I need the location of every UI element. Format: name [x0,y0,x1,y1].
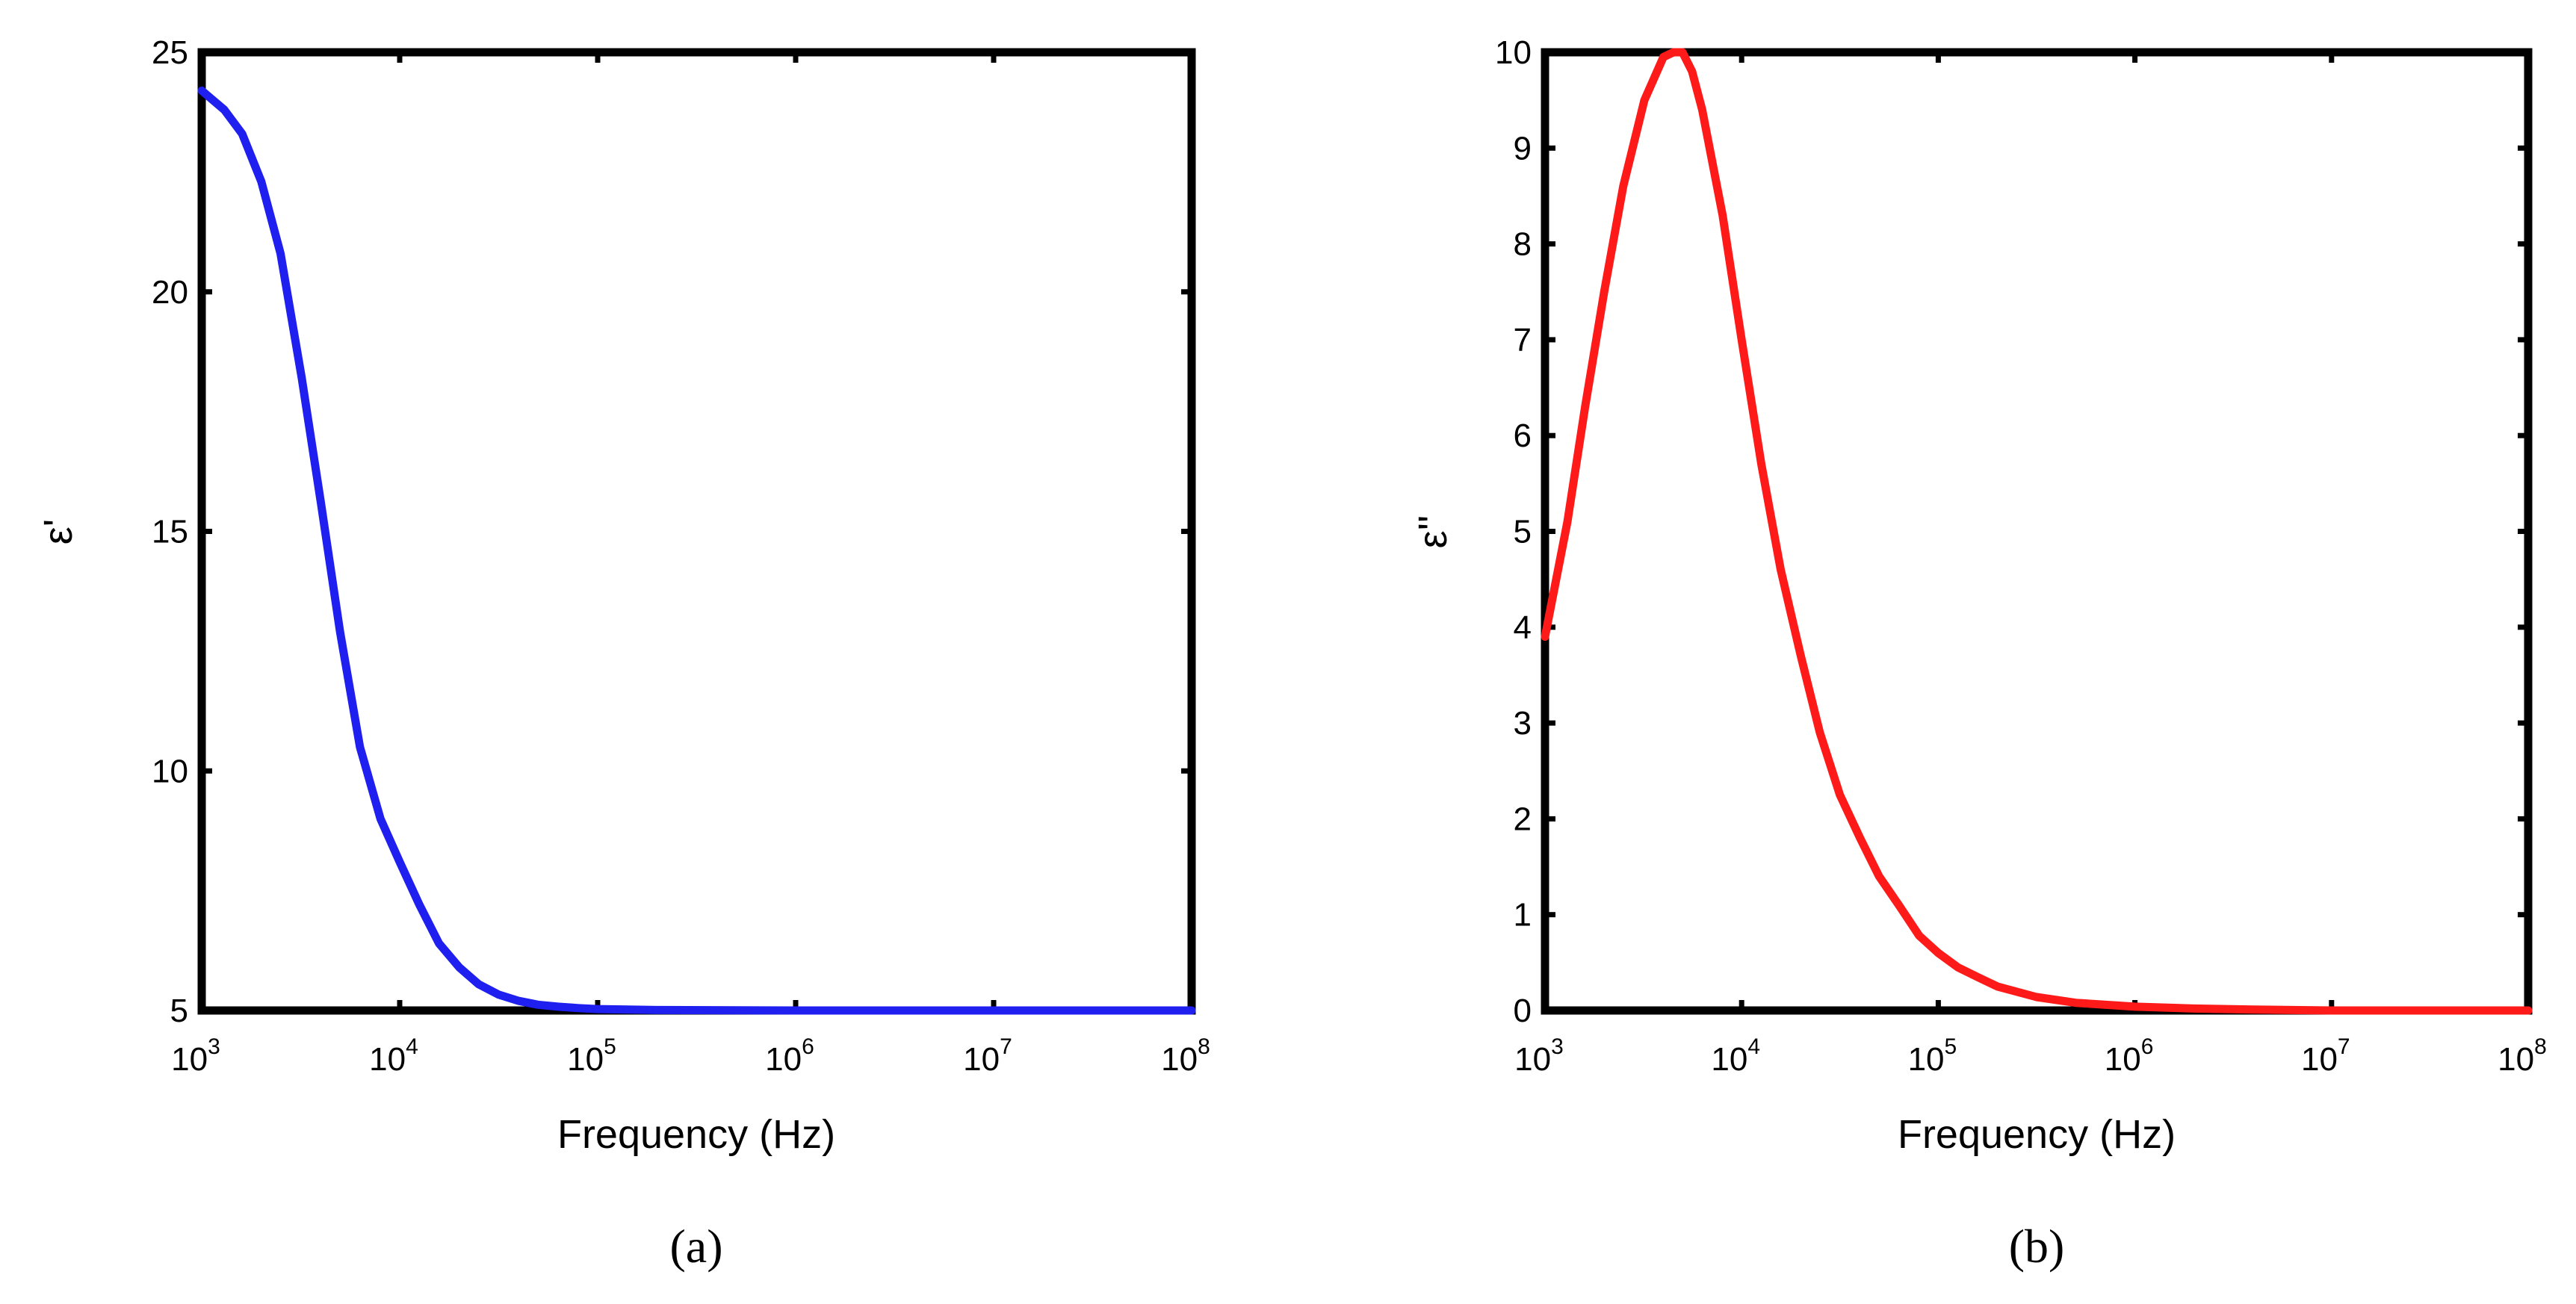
epsilon-prime-curve [197,86,1196,1015]
y-tick-label: 2 [1514,801,1532,837]
x-tick-labels-a: 103 104 105 106 107 108 [171,1034,1210,1078]
x-tick-label: 106 [765,1034,814,1078]
x-tick-label: 104 [369,1034,418,1078]
x-axis-title-a: Frequency (Hz) [557,1112,835,1157]
tick-marks-b [1542,49,2531,1013]
x-tick-labels-b: 103 104 105 106 107 108 [1514,1034,2547,1078]
panel-label-a: (a) [669,1220,722,1273]
y-tick-label: 20 [152,274,188,311]
x-tick-label: 105 [567,1034,616,1078]
y-tick-labels-a: 5 10 15 20 25 [152,34,188,1029]
panel-b: 103 104 105 106 107 108 0 1 2 3 4 5 6 7 8 9 10 Frequenc… [1411,34,2547,1273]
x-tick-label: 107 [2301,1034,2350,1078]
y-tick-label: 5 [1514,514,1532,550]
tick-marks-a [199,49,1195,1013]
x-tick-label: 108 [1161,1034,1210,1078]
panel-label-b: (b) [2009,1220,2065,1273]
y-axis-title-a: ε' [36,519,81,544]
y-tick-label: 8 [1514,226,1532,263]
y-tick-label: 4 [1514,609,1532,646]
y-tick-label: 5 [170,993,188,1029]
x-tick-label: 104 [1711,1034,1760,1078]
y-tick-label: 3 [1514,705,1532,742]
y-tick-label: 6 [1514,417,1532,454]
panel-a: 103 104 105 106 107 108 5 10 15 20 25 Frequency (… [36,34,1210,1273]
x-tick-label: 105 [1908,1034,1957,1078]
x-tick-label: 103 [171,1034,220,1078]
x-axis-title-b: Frequency (Hz) [1898,1112,2176,1157]
y-tick-label: 9 [1514,130,1532,167]
y-tick-label: 7 [1514,322,1532,358]
y-tick-label: 0 [1514,993,1532,1029]
plot-frame-a [197,48,1196,1015]
y-tick-label: 1 [1514,897,1532,934]
x-tick-label: 103 [1514,1034,1564,1078]
y-tick-label: 10 [1495,34,1532,71]
y-axis-title-b: ε'' [1411,515,1455,549]
x-tick-label: 108 [2498,1034,2547,1078]
x-tick-label: 106 [2105,1034,2154,1078]
plot-frame-b [1541,48,2533,1015]
x-tick-label: 107 [963,1034,1012,1078]
y-tick-label: 25 [152,34,188,71]
y-tick-labels-b: 0 1 2 3 4 5 6 7 8 9 10 [1495,34,1532,1029]
epsilon-double-prime-curve [1541,48,2533,1015]
y-tick-label: 10 [152,753,188,789]
y-tick-label: 15 [152,514,188,550]
